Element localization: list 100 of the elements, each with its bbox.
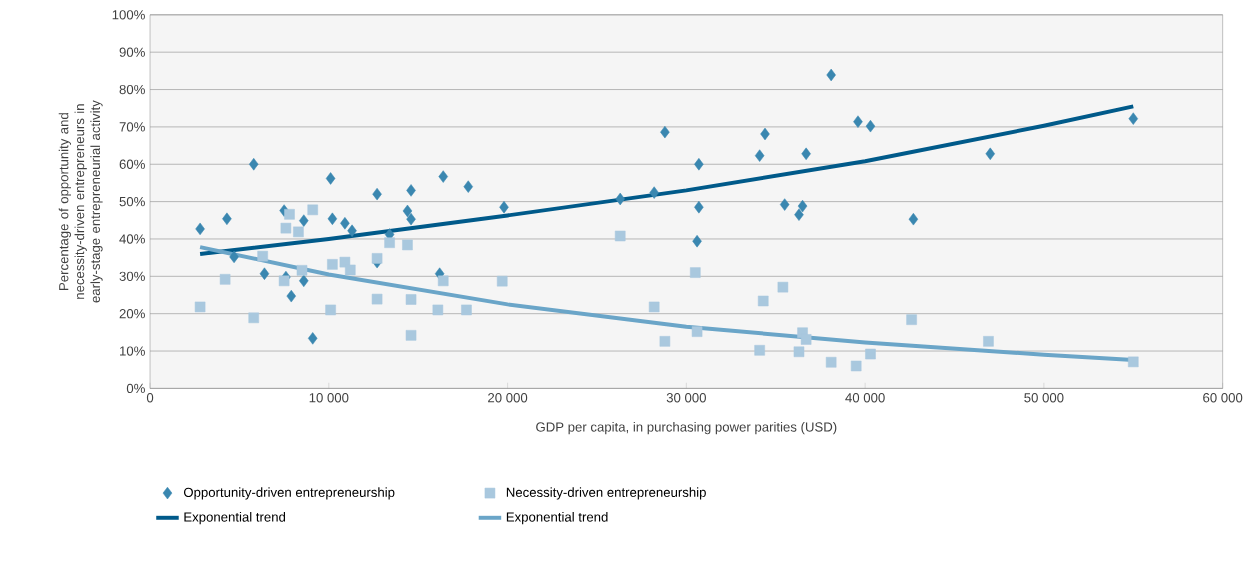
point bbox=[308, 331, 318, 345]
y-tick-label: 0% bbox=[126, 383, 145, 393]
point bbox=[325, 304, 336, 316]
x-tick-label: 30 000 bbox=[666, 392, 706, 403]
point bbox=[690, 267, 701, 278]
point bbox=[800, 334, 812, 345]
legend-label: Exponential trend bbox=[506, 511, 608, 525]
point bbox=[248, 312, 260, 323]
point bbox=[402, 239, 413, 251]
point bbox=[779, 198, 790, 211]
point bbox=[797, 199, 808, 213]
point bbox=[284, 208, 295, 220]
y-tick-label: 50% bbox=[119, 196, 145, 207]
point bbox=[865, 348, 876, 360]
point bbox=[850, 360, 862, 372]
point bbox=[648, 301, 660, 313]
legend-label: Exponential trend bbox=[184, 511, 286, 525]
point bbox=[438, 170, 448, 183]
point bbox=[278, 275, 290, 286]
y-tick-label: 30% bbox=[119, 271, 145, 281]
point bbox=[344, 264, 356, 276]
point bbox=[826, 68, 836, 81]
x-tick-label: 40 000 bbox=[845, 392, 885, 403]
point bbox=[694, 200, 704, 214]
point bbox=[371, 293, 383, 305]
point bbox=[865, 119, 876, 133]
point bbox=[299, 214, 309, 227]
point bbox=[402, 204, 413, 217]
legend-label: Opportunity-driven entrepreneurship bbox=[183, 487, 395, 500]
point bbox=[499, 200, 509, 214]
point bbox=[692, 234, 702, 248]
legend-label: Necessity-driven entrepreneurship bbox=[506, 487, 706, 500]
x-tick-label: 0 bbox=[146, 392, 154, 403]
y-tick-label: 90% bbox=[119, 47, 145, 57]
point bbox=[825, 356, 837, 368]
point bbox=[906, 314, 917, 325]
y-tick-label: 20% bbox=[119, 308, 145, 319]
point bbox=[691, 326, 703, 337]
point bbox=[405, 294, 417, 305]
point bbox=[461, 304, 472, 316]
point bbox=[222, 212, 232, 225]
point bbox=[299, 274, 309, 287]
point bbox=[649, 186, 659, 199]
point bbox=[615, 192, 625, 206]
point bbox=[372, 187, 382, 201]
point bbox=[280, 222, 292, 234]
x-tick-label: 10 000 bbox=[309, 392, 349, 403]
point bbox=[754, 149, 765, 162]
point bbox=[325, 172, 336, 185]
point bbox=[801, 147, 811, 160]
point bbox=[777, 281, 789, 293]
point bbox=[983, 335, 994, 347]
point bbox=[757, 295, 769, 307]
y-tick-label: 10% bbox=[120, 346, 145, 356]
point bbox=[1128, 112, 1138, 125]
point bbox=[760, 127, 770, 141]
x-tick-label: 50 000 bbox=[1024, 392, 1064, 403]
point bbox=[437, 275, 449, 286]
point bbox=[694, 157, 704, 171]
point bbox=[1128, 356, 1139, 367]
point bbox=[908, 212, 919, 226]
line-series bbox=[198, 104, 1136, 256]
x-tick-label: 60 000 bbox=[1203, 392, 1243, 403]
y-tick-label: 60% bbox=[119, 159, 145, 169]
y-tick-label: 100% bbox=[112, 9, 145, 20]
point bbox=[754, 344, 765, 356]
point bbox=[219, 273, 231, 285]
point bbox=[614, 230, 626, 242]
point bbox=[259, 267, 270, 280]
point bbox=[794, 208, 804, 221]
point bbox=[985, 147, 995, 160]
point bbox=[257, 250, 268, 262]
point bbox=[229, 250, 239, 263]
y-tick-label: 80% bbox=[119, 84, 145, 95]
point bbox=[286, 289, 296, 303]
y-tick-label: 40% bbox=[119, 234, 145, 244]
x-axis-title: GDP per capita, in purchasing power parities (USD) bbox=[536, 421, 837, 435]
point bbox=[405, 329, 417, 341]
point bbox=[195, 222, 205, 235]
point bbox=[659, 335, 671, 347]
point bbox=[293, 226, 304, 237]
point bbox=[340, 216, 350, 230]
point bbox=[307, 204, 318, 215]
y-tick-label: 70% bbox=[119, 122, 145, 132]
point bbox=[432, 304, 444, 316]
x-tick-label: 20 000 bbox=[488, 392, 528, 403]
y-axis-title: Percentage of opportunity and necessity-driven entrepreneurs in early-stage entrepreneurial activity bbox=[58, 100, 103, 303]
point bbox=[194, 301, 206, 313]
point bbox=[406, 184, 416, 197]
point bbox=[327, 258, 338, 270]
point bbox=[793, 346, 805, 357]
point bbox=[406, 212, 416, 226]
point bbox=[371, 252, 383, 264]
point bbox=[296, 264, 308, 276]
point bbox=[853, 115, 863, 128]
point bbox=[660, 125, 670, 139]
point bbox=[384, 237, 395, 248]
point bbox=[249, 157, 259, 171]
point bbox=[327, 212, 338, 225]
point bbox=[496, 275, 508, 287]
